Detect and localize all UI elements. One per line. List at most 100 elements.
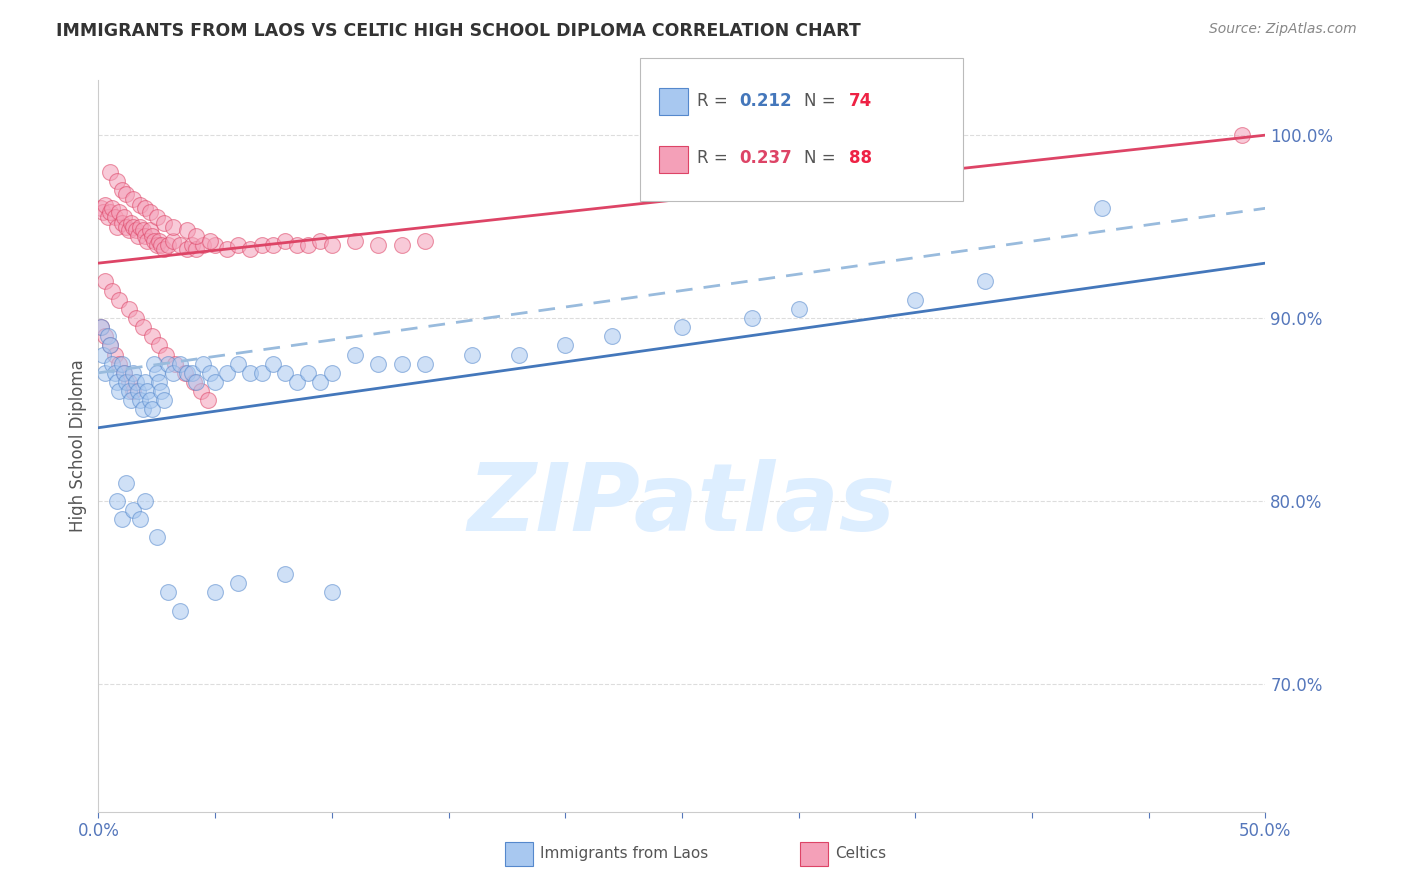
Point	[321, 585, 343, 599]
Point	[118, 375, 141, 389]
Point	[157, 585, 180, 599]
Point	[105, 219, 128, 234]
Point	[508, 347, 530, 362]
Text: Immigrants from Laos: Immigrants from Laos	[540, 847, 709, 861]
Point	[309, 375, 332, 389]
Point	[91, 205, 114, 219]
Point	[115, 375, 138, 389]
Point	[250, 238, 273, 252]
Point	[671, 320, 693, 334]
Point	[173, 366, 195, 380]
Point	[108, 205, 131, 219]
Point	[98, 338, 121, 352]
Point	[134, 228, 156, 243]
Point	[204, 375, 226, 389]
Point	[186, 228, 208, 243]
Point	[104, 366, 127, 380]
Point	[129, 512, 152, 526]
Point	[143, 357, 166, 371]
Point	[90, 320, 112, 334]
Point	[193, 238, 215, 252]
Point	[262, 357, 284, 371]
Point	[413, 357, 436, 371]
Point	[94, 366, 117, 380]
Point	[101, 357, 124, 371]
Point	[90, 320, 112, 334]
Point	[1230, 128, 1253, 142]
Point	[125, 375, 148, 389]
Point	[904, 293, 927, 307]
Point	[134, 201, 156, 215]
Point	[134, 493, 156, 508]
Point	[111, 183, 134, 197]
Point	[554, 338, 576, 352]
Point	[152, 242, 174, 256]
Text: Celtics: Celtics	[835, 847, 886, 861]
Point	[97, 211, 120, 225]
Point	[367, 238, 389, 252]
Point	[146, 366, 169, 380]
Point	[112, 211, 135, 225]
Point	[204, 238, 226, 252]
Point	[115, 219, 138, 234]
Point	[105, 375, 128, 389]
Point	[132, 320, 155, 334]
Point	[152, 216, 174, 230]
Point	[162, 234, 184, 248]
Point	[146, 530, 169, 544]
Point	[1091, 201, 1114, 215]
Point	[215, 366, 238, 380]
Point	[321, 238, 343, 252]
Point	[190, 384, 212, 399]
Point	[111, 357, 134, 371]
Point	[321, 366, 343, 380]
Point	[120, 393, 142, 408]
Point	[125, 310, 148, 325]
Point	[974, 274, 997, 288]
Point	[169, 357, 191, 371]
Point	[139, 205, 162, 219]
Point	[136, 384, 159, 399]
Point	[200, 234, 222, 248]
Point	[200, 366, 222, 380]
Point	[309, 234, 332, 248]
Point	[105, 493, 128, 508]
Point	[262, 238, 284, 252]
Point	[108, 357, 131, 371]
Point	[274, 234, 297, 248]
Point	[367, 357, 389, 371]
Y-axis label: High School Diploma: High School Diploma	[69, 359, 87, 533]
Point	[101, 201, 124, 215]
Point	[344, 347, 367, 362]
Point	[169, 238, 191, 252]
Point	[94, 329, 117, 343]
Point	[91, 347, 114, 362]
Point	[180, 366, 202, 380]
Point	[98, 205, 121, 219]
Point	[274, 567, 297, 582]
Point	[197, 393, 219, 408]
Point	[132, 402, 155, 417]
Point	[134, 375, 156, 389]
Point	[122, 503, 145, 517]
Point	[111, 512, 134, 526]
Point	[129, 219, 152, 234]
Point	[239, 242, 262, 256]
Point	[228, 238, 250, 252]
Point	[141, 329, 163, 343]
Point	[129, 197, 152, 211]
Point	[344, 234, 367, 248]
Text: R =: R =	[697, 92, 734, 110]
Point	[391, 357, 413, 371]
Point	[112, 366, 135, 380]
Point	[274, 366, 297, 380]
Point	[101, 284, 124, 298]
Point	[157, 357, 180, 371]
Point	[141, 228, 163, 243]
Point	[104, 347, 127, 362]
Point	[118, 301, 141, 316]
Point	[122, 366, 145, 380]
Text: 0.237: 0.237	[740, 149, 793, 168]
Text: N =: N =	[804, 92, 841, 110]
Point	[105, 174, 128, 188]
